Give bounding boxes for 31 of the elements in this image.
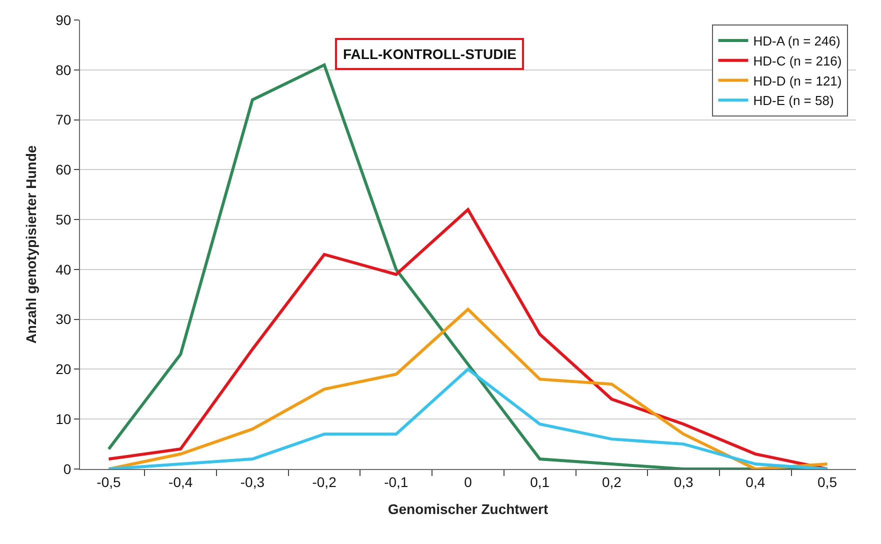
x-tick-label: 0 xyxy=(464,474,472,490)
x-tick-label: -0,3 xyxy=(240,474,265,490)
x-tick-label: 0,3 xyxy=(674,474,694,490)
x-tick-label: -0,1 xyxy=(384,474,408,490)
y-tick-label: 20 xyxy=(56,361,72,378)
legend-label: HD-A (n = 246) xyxy=(753,34,840,49)
x-axis-title: Genomischer Zuchtwert xyxy=(388,501,548,518)
line-series xyxy=(107,208,829,469)
legend-label: HD-E (n = 58) xyxy=(753,93,834,108)
y-tick-label: 30 xyxy=(56,311,72,328)
x-tick-label: 0,1 xyxy=(530,474,550,490)
y-tick-label: 60 xyxy=(56,162,72,178)
x-tick-label: 0,4 xyxy=(746,474,766,490)
text: FALL-KONTROLL-STUDIE xyxy=(343,46,516,62)
x-tick-label: -0,5 xyxy=(96,474,122,490)
x-tick-label: 0,5 xyxy=(818,474,838,490)
legend-label: HD-D (n = 121) xyxy=(753,73,842,88)
line-series xyxy=(107,368,829,469)
line-series xyxy=(107,308,829,469)
y-tick-label: 50 xyxy=(56,211,72,228)
x-tick-label: -0,2 xyxy=(312,474,337,490)
y-tick-label: 10 xyxy=(56,411,72,428)
y-tick-label: 90 xyxy=(56,12,72,28)
y-tick-label: 70 xyxy=(56,112,72,128)
y-tick-label: 40 xyxy=(56,261,72,278)
y-axis-title: Anzahl genotypisierter Hunde xyxy=(23,145,40,344)
x-tick-label: -0,4 xyxy=(168,474,193,490)
x-tick-label: 0,2 xyxy=(602,474,622,490)
y-tick-label: 80 xyxy=(56,62,72,78)
legend-label: HD-C (n = 216) xyxy=(753,53,842,68)
y-tick-label: 0 xyxy=(63,460,72,477)
